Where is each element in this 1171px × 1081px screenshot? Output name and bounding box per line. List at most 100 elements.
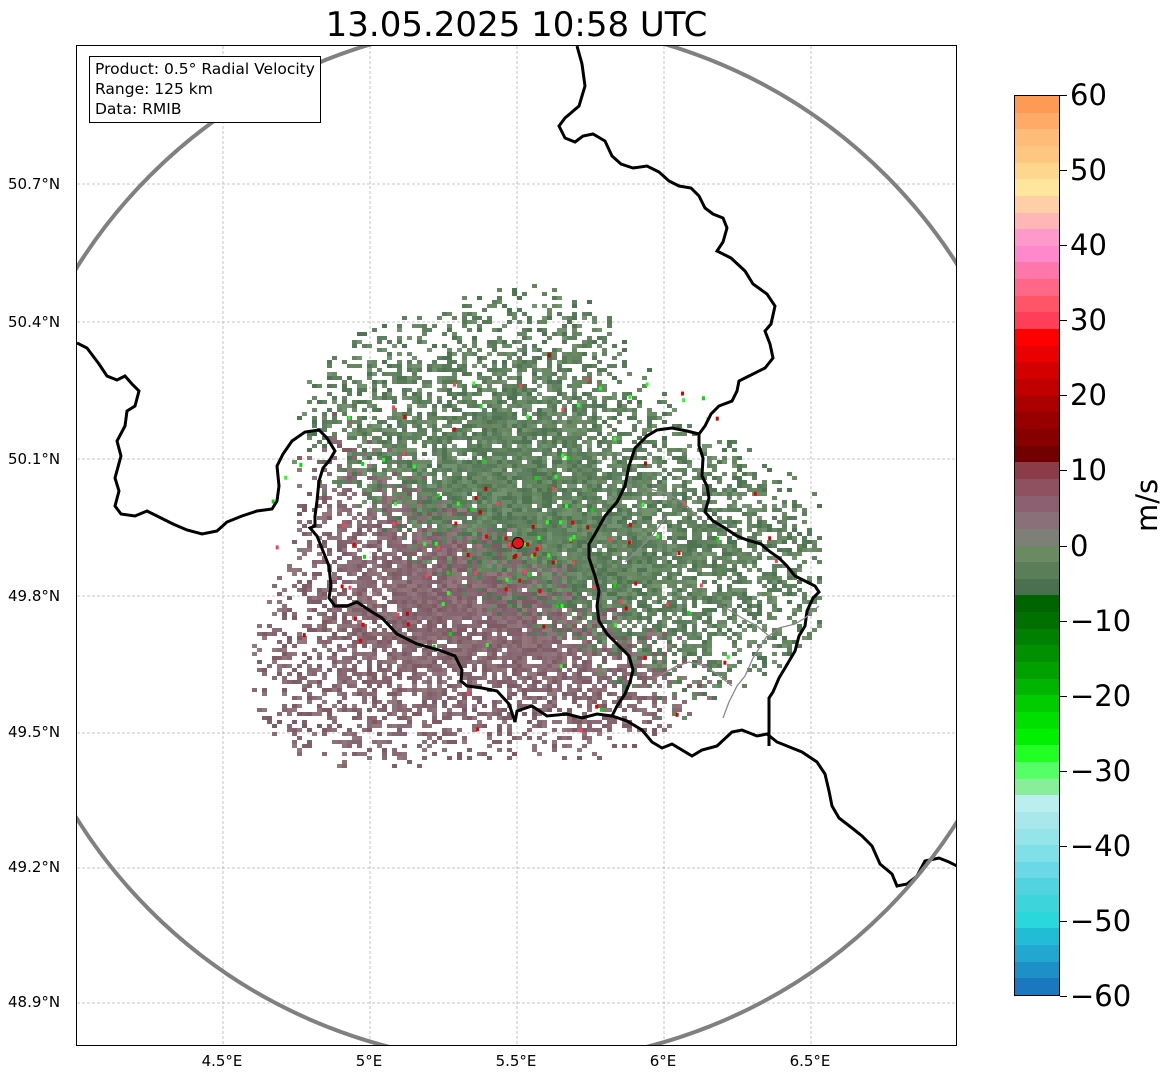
echo-pixel [522, 424, 527, 428]
echo-pixel [537, 532, 542, 536]
echo-pixel [512, 468, 517, 472]
echo-pixel [307, 436, 312, 440]
echo-pixel [502, 680, 507, 684]
radar-map[interactable] [76, 45, 957, 1046]
echo-pixel [542, 428, 547, 432]
echo-pixel [457, 588, 462, 592]
echo-pixel [487, 524, 492, 528]
echo-pixel [492, 448, 497, 452]
echo-pixel [412, 564, 417, 568]
echo-pixel [512, 520, 517, 524]
echo-pixel [587, 440, 592, 444]
echo-pixel [617, 588, 622, 592]
echo-pixel [577, 460, 582, 464]
echo-pixel [352, 736, 357, 740]
echo-pixel [352, 664, 357, 668]
echo-pixel [507, 732, 512, 736]
echo-pixel [442, 584, 447, 588]
echo-pixel [612, 488, 617, 492]
echo-pixel [587, 564, 592, 568]
echo-pixel [502, 676, 507, 680]
echo-pixel [642, 696, 647, 700]
echo-pixel [337, 636, 342, 640]
echo-pixel [552, 356, 557, 360]
echo-pixel [547, 420, 552, 424]
echo-pixel [317, 640, 322, 644]
echo-pixel [642, 664, 647, 668]
echo-pixel [442, 408, 447, 412]
echo-pixel [452, 456, 457, 460]
echo-pixel [407, 336, 412, 340]
echo-pixel [352, 668, 357, 672]
echo-pixel [482, 520, 487, 524]
echo-pixel [382, 380, 387, 384]
echo-pixel [402, 652, 407, 656]
echo-pixel [337, 480, 342, 484]
echo-pixel [287, 640, 292, 644]
echo-pixel [397, 536, 402, 540]
echo-pixel [442, 460, 447, 464]
echo-pixel [462, 476, 467, 480]
echo-pixel [587, 612, 592, 616]
echo-pixel [632, 476, 637, 480]
echo-pixel [452, 392, 457, 396]
echo-pixel [577, 448, 582, 452]
echo-pixel [287, 608, 292, 612]
echo-pixel [332, 580, 337, 584]
echo-pixel [557, 512, 562, 516]
echo-pixel [542, 572, 547, 576]
echo-pixel [412, 400, 417, 404]
echo-pixel [417, 432, 422, 436]
echo-pixel [387, 448, 392, 452]
echo-pixel [387, 724, 392, 728]
echo-pixel [442, 692, 447, 696]
echo-pixel [487, 716, 492, 720]
echo-pixel [332, 576, 337, 580]
echo-pixel [267, 624, 272, 628]
echo-pixel [612, 536, 617, 540]
echo-pixel [412, 432, 417, 436]
echo-pixel [402, 752, 407, 756]
echo-pixel [427, 460, 432, 464]
echo-pixel [357, 556, 362, 560]
echo-pixel [582, 668, 587, 672]
echo-pixel [557, 636, 562, 640]
echo-pixel [432, 512, 437, 516]
echo-pixel [647, 484, 652, 488]
echo-pixel [387, 584, 392, 588]
echo-pixel [492, 576, 497, 580]
echo-pixel [472, 568, 477, 572]
echo-pixel [497, 520, 502, 524]
echo-pixel [472, 556, 477, 560]
echo-pixel [457, 568, 462, 572]
echo-pixel [407, 708, 412, 712]
echo-pixel [472, 412, 477, 416]
echo-pixel [562, 652, 567, 656]
echo-pixel [612, 376, 617, 380]
echo-pixel [522, 616, 527, 620]
echo-pixel [547, 372, 552, 376]
echo-pixel [532, 424, 537, 428]
echo-pixel [457, 564, 462, 568]
echo-pixel [482, 672, 487, 676]
echo-pixel [517, 736, 522, 740]
echo-pixel [432, 528, 437, 532]
echo-pixel [342, 740, 347, 744]
echo-pixel [637, 580, 642, 584]
echo-pixel [362, 344, 367, 348]
echo-pixel [462, 552, 467, 556]
echo-pixel [587, 524, 592, 528]
echo-pixel [517, 664, 522, 668]
echo-pixel [452, 448, 457, 452]
echo-pixel [347, 732, 352, 736]
echo-pixel [432, 324, 437, 328]
echo-pixel [632, 652, 637, 656]
echo-pixel [457, 728, 462, 732]
echo-pixel [542, 552, 547, 556]
echo-pixel [322, 496, 327, 500]
echo-pixel [397, 640, 402, 644]
echo-pixel [422, 444, 427, 448]
echo-pixel [622, 392, 627, 396]
echo-pixel [477, 348, 482, 352]
echo-pixel [632, 696, 637, 700]
